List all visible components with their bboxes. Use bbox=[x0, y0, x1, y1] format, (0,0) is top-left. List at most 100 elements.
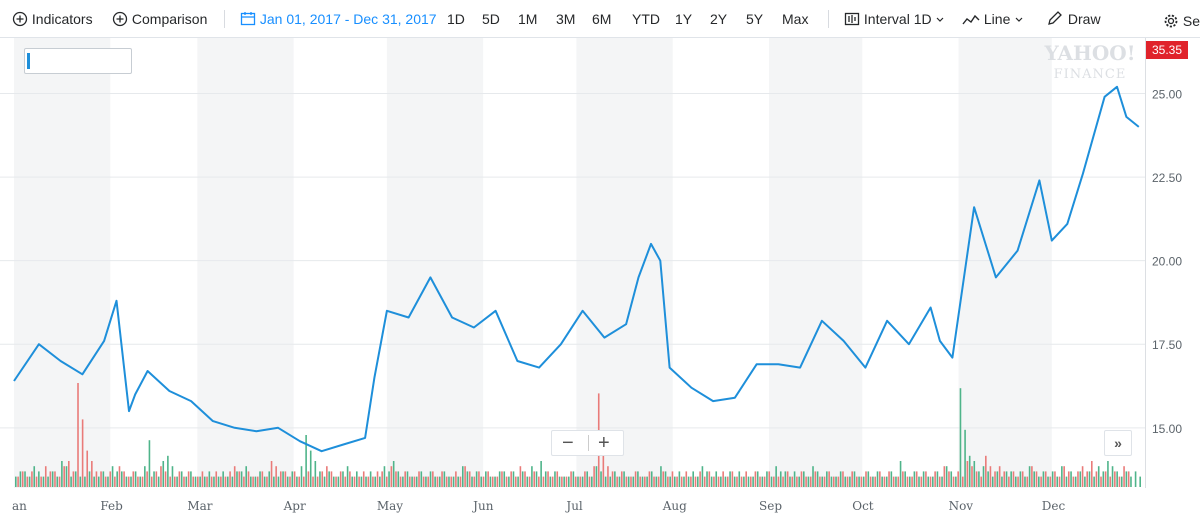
volume-bar-up bbox=[97, 476, 100, 487]
volume-bar-up bbox=[987, 471, 989, 487]
date-range-button[interactable]: Jan 01, 2017 - Dec 31, 2017 bbox=[240, 10, 437, 28]
volume-bar-down bbox=[132, 471, 135, 487]
volume-bar-down bbox=[980, 476, 983, 487]
period-max-button[interactable]: Max bbox=[782, 11, 809, 27]
volume-bar-up bbox=[277, 476, 280, 487]
volume-bar-down bbox=[620, 471, 623, 487]
volume-bar-up bbox=[1010, 471, 1012, 487]
volume-bar-up bbox=[922, 471, 925, 487]
volume-bar-up bbox=[996, 471, 999, 487]
volume-bar-up bbox=[402, 476, 404, 487]
volume-bar-up bbox=[268, 471, 271, 487]
volume-bar-up bbox=[28, 476, 31, 487]
volume-bar-up bbox=[508, 476, 510, 487]
volume-bar-down bbox=[44, 466, 47, 487]
volume-bar-up bbox=[563, 476, 565, 487]
volume-bar-up bbox=[1024, 476, 1026, 487]
interval-button[interactable]: Interval 1D bbox=[844, 10, 945, 28]
volume-bar-down bbox=[957, 471, 959, 487]
volume-bar-up bbox=[107, 476, 109, 487]
comparison-label: Comparison bbox=[131, 11, 208, 27]
volume-bar-down bbox=[897, 476, 900, 487]
period-1d-button[interactable]: 1D bbox=[447, 11, 465, 27]
volume-bar-down bbox=[330, 471, 333, 487]
volume-bar-down bbox=[828, 471, 830, 487]
volume-bar-down bbox=[104, 476, 107, 487]
volume-bar-up bbox=[1139, 476, 1141, 487]
volume-bar-down bbox=[657, 476, 660, 487]
volume-bar-up bbox=[646, 476, 648, 487]
volume-bar-up bbox=[208, 471, 211, 487]
draw-button[interactable]: Draw bbox=[1046, 10, 1101, 28]
volume-bar-up bbox=[1097, 466, 1100, 487]
volume-bar-up bbox=[802, 471, 805, 487]
volume-bar-down bbox=[385, 476, 388, 487]
volume-bar-up bbox=[1070, 471, 1072, 487]
volume-bar-down bbox=[49, 471, 52, 487]
volume-bar-down bbox=[72, 471, 75, 487]
volume-bar-down bbox=[473, 476, 476, 487]
volume-bar-up bbox=[328, 471, 330, 487]
volume-bar-down bbox=[1003, 471, 1006, 487]
volume-bar-down bbox=[270, 461, 273, 487]
volume-bar-down bbox=[676, 476, 678, 487]
volume-bar-up bbox=[383, 466, 386, 487]
volume-bar-down bbox=[404, 471, 406, 487]
period-2y-button[interactable]: 2Y bbox=[710, 11, 728, 27]
volume-bar-down bbox=[455, 471, 457, 487]
stock-chart[interactable]: YAHOO! FINANCE 25.00 22.50 20.00 17.50 15.00 35… bbox=[0, 38, 1200, 523]
volume-bar-down bbox=[685, 471, 688, 487]
settings-button[interactable]: Se bbox=[1163, 12, 1200, 30]
x-tick-label: Dec bbox=[1042, 499, 1066, 513]
period-ytd-button[interactable]: YTD bbox=[632, 11, 660, 27]
period-1y-button[interactable]: 1Y bbox=[675, 11, 693, 27]
volume-bar-down bbox=[436, 476, 439, 487]
x-tick-label: Mar bbox=[187, 499, 212, 513]
y-tick-label: 22.50 bbox=[1152, 171, 1182, 185]
volume-bar-down bbox=[971, 466, 973, 487]
volume-bar-up bbox=[88, 471, 91, 487]
volume-bar-down bbox=[915, 471, 918, 487]
volume-bar-up bbox=[300, 466, 303, 487]
zoom-in-button[interactable]: + bbox=[598, 432, 610, 454]
volume-bar-down bbox=[547, 471, 549, 487]
volume-bar-down bbox=[307, 471, 310, 487]
scroll-right-button[interactable]: » bbox=[1104, 430, 1132, 456]
volume-bar-down bbox=[607, 466, 609, 487]
series-legend[interactable] bbox=[24, 48, 132, 74]
volume-bar-down bbox=[759, 476, 761, 487]
chart-type-button[interactable]: Line bbox=[962, 10, 1024, 28]
volume-bar-up bbox=[812, 466, 814, 487]
comparison-button[interactable]: Comparison bbox=[112, 10, 207, 28]
volume-bar-up bbox=[420, 471, 423, 487]
price-line[interactable] bbox=[13, 85, 1140, 453]
volume-bar-up bbox=[457, 476, 459, 487]
period-1m-button[interactable]: 1M bbox=[518, 11, 538, 27]
volume-bar-up bbox=[950, 471, 953, 487]
volume-bar-up bbox=[683, 476, 685, 487]
volume-bar-up bbox=[1130, 476, 1132, 487]
volume-bar-down bbox=[478, 471, 480, 487]
volume-bar-up bbox=[526, 476, 529, 487]
volume-bar-down bbox=[293, 471, 296, 487]
indicators-button[interactable]: Indicators bbox=[12, 10, 93, 28]
interval-label: Interval 1D bbox=[863, 11, 932, 27]
date-range-label: Jan 01, 2017 - Dec 31, 2017 bbox=[259, 11, 437, 27]
zoom-out-button[interactable]: − bbox=[562, 432, 574, 454]
volume-bar-down bbox=[284, 471, 287, 487]
period-5y-button[interactable]: 5Y bbox=[746, 11, 764, 27]
period-6m-button[interactable]: 6M bbox=[592, 11, 612, 27]
volume-bar-down bbox=[851, 471, 853, 487]
volume-bar-up bbox=[245, 466, 248, 487]
volume-bar-up bbox=[844, 476, 847, 487]
volume-bar-down bbox=[832, 476, 835, 487]
period-3m-button[interactable]: 3M bbox=[556, 11, 576, 27]
volume-bar-down bbox=[164, 471, 167, 487]
volume-bar-up bbox=[835, 476, 837, 487]
volume-bar-down bbox=[690, 476, 692, 487]
volume-bar-down bbox=[837, 476, 840, 487]
volume-bar-up bbox=[1120, 476, 1123, 487]
volume-bar-up bbox=[388, 471, 390, 487]
volume-bar-down bbox=[1008, 476, 1010, 487]
period-5d-button[interactable]: 5D bbox=[482, 11, 500, 27]
